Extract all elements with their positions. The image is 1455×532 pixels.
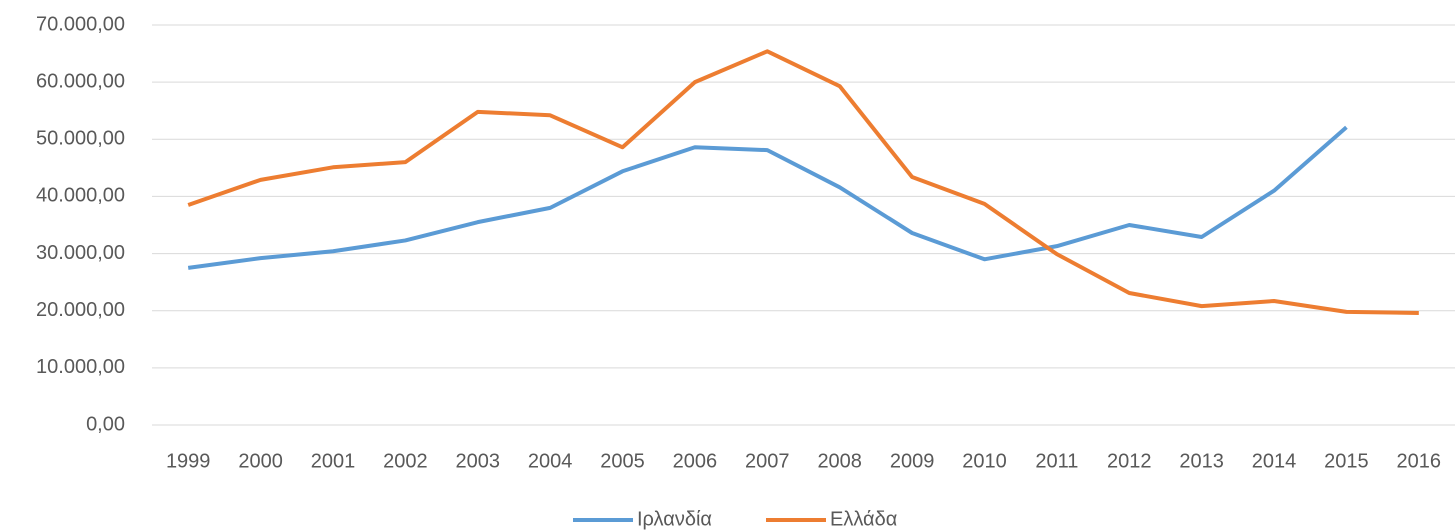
x-tick-label: 2002 xyxy=(383,450,428,472)
y-tick-label: 30.000,00 xyxy=(36,242,125,264)
line-series xyxy=(187,49,1419,315)
x-tick-label: 2014 xyxy=(1252,450,1297,472)
x-tick-label: 2001 xyxy=(311,450,356,472)
x-tick-label: 1999 xyxy=(166,450,211,472)
y-tick-label: 50.000,00 xyxy=(36,128,125,150)
x-tick-label: 2010 xyxy=(962,450,1007,472)
y-tick-label: 0,00 xyxy=(86,413,125,435)
x-tick-label: 2007 xyxy=(745,450,790,472)
x-tick-label: 2000 xyxy=(238,450,283,472)
y-tick-label: 70.000,00 xyxy=(36,13,125,35)
legend-label: Ελλάδα xyxy=(830,508,897,530)
y-tick-label: 40.000,00 xyxy=(36,185,125,207)
x-tick-label: 2003 xyxy=(456,450,501,472)
x-tick-label: 2016 xyxy=(1397,450,1442,472)
y-tick-label: 10.000,00 xyxy=(36,356,125,378)
x-tick-label: 2006 xyxy=(673,450,718,472)
x-tick-label: 2013 xyxy=(1179,450,1224,472)
x-tick-label: 2011 xyxy=(1035,450,1078,472)
x-tick-label: 2012 xyxy=(1107,450,1152,472)
line-series xyxy=(187,125,1348,270)
x-tick-label: 2005 xyxy=(600,450,645,472)
y-tick-label: 20.000,00 xyxy=(36,299,125,321)
y-tick-label: 60.000,00 xyxy=(36,70,125,92)
x-tick-label: 2015 xyxy=(1324,450,1369,472)
legend-label: Ιρλανδία xyxy=(637,508,712,530)
x-tick-label: 2008 xyxy=(817,450,862,472)
x-tick-label: 2004 xyxy=(528,450,573,472)
x-tick-label: 2009 xyxy=(890,450,935,472)
